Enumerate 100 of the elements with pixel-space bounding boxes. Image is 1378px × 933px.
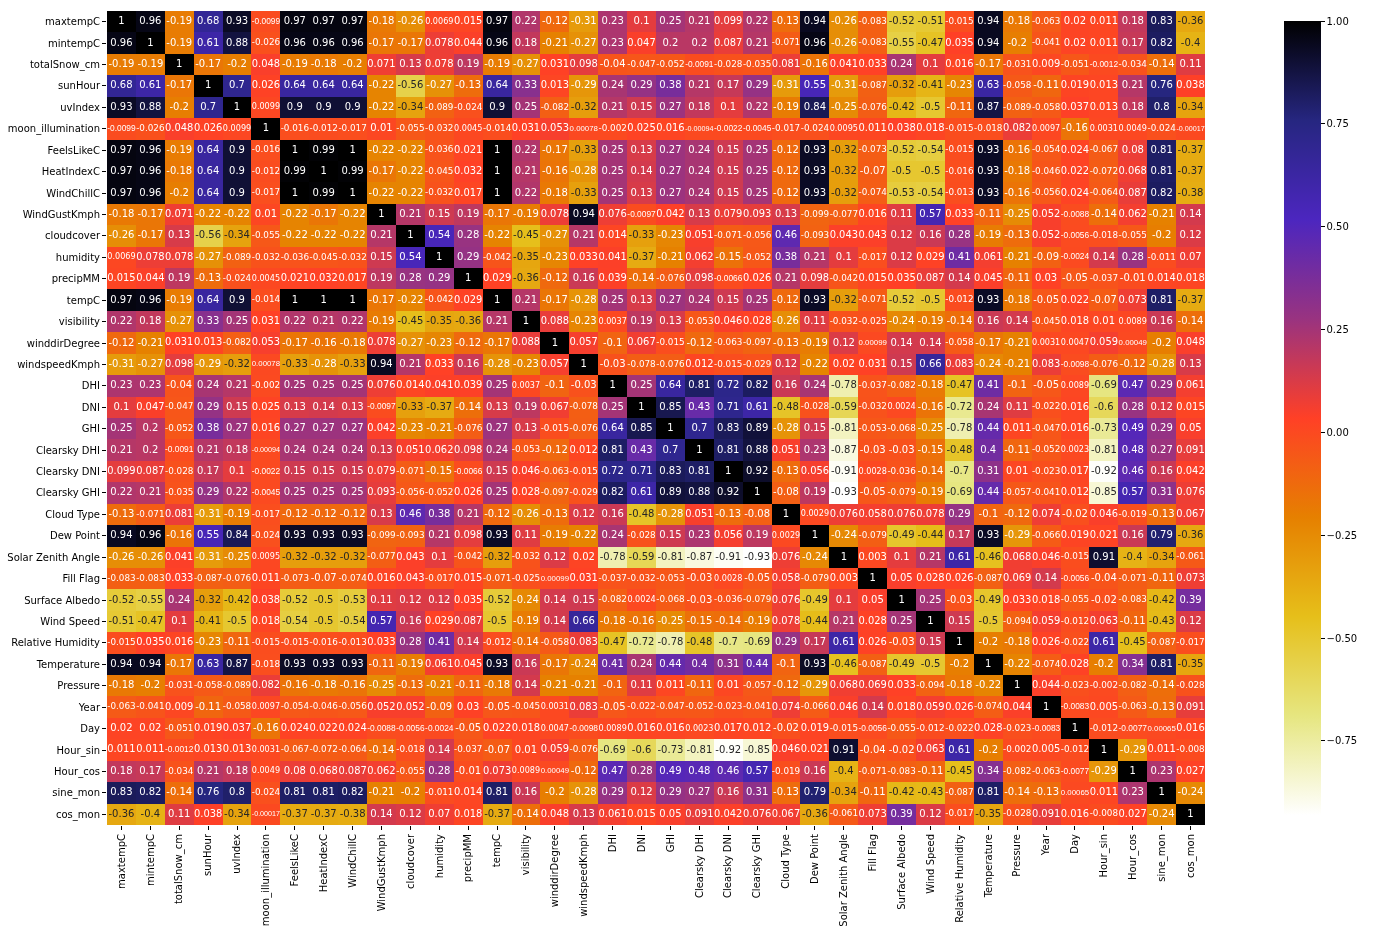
data-label: 0.16 xyxy=(774,379,798,391)
data-label: 0.048 xyxy=(540,807,570,819)
data-label: -0.2 xyxy=(400,786,421,798)
data-label: -0.31 xyxy=(570,15,597,27)
data-label: -0.013 xyxy=(945,187,974,198)
data-label: 0.48 xyxy=(688,764,711,776)
data-label: -0.22 xyxy=(801,357,828,369)
data-label: -0.031 xyxy=(165,679,194,690)
data-label: 0.19 xyxy=(457,208,480,219)
data-label: -0.045 xyxy=(1031,315,1061,326)
data-label: 0.012 xyxy=(569,443,598,455)
data-label: 0.043 xyxy=(858,229,887,241)
data-label: -0.012 xyxy=(1089,722,1119,733)
data-label: 0.031 xyxy=(511,122,541,134)
data-label: 1 xyxy=(725,465,732,477)
data-label: 0.21 xyxy=(110,443,133,455)
data-label: -0.047 xyxy=(656,701,685,712)
data-label: -0.058 xyxy=(222,701,252,712)
data-label: 0.2 xyxy=(142,422,159,434)
data-label: 0.0028 xyxy=(714,572,743,583)
data-label: 0.93 xyxy=(803,143,827,155)
data-label: 0.074 xyxy=(1031,507,1061,519)
data-label: -0.068 xyxy=(887,422,916,433)
data-label: -0.019 xyxy=(771,765,801,776)
data-label: 1 xyxy=(1042,700,1050,712)
data-label: 0.046 xyxy=(829,700,859,712)
data-label: 0.025 xyxy=(627,122,656,134)
data-label: -0.11 xyxy=(195,700,222,712)
data-label: 0.099 xyxy=(107,465,136,477)
data-label: 0.44 xyxy=(977,486,1000,498)
data-label: -0.012 xyxy=(482,637,512,648)
data-label: -0.089 xyxy=(222,679,252,690)
data-label: 0.011 xyxy=(1089,786,1119,798)
data-label: -0.087 xyxy=(1147,637,1176,648)
data-label: 0.94 xyxy=(110,529,133,541)
data-label: 0.061 xyxy=(598,807,627,819)
data-label: 0.82 xyxy=(746,379,769,391)
x-tick-label: Cloud Type xyxy=(780,834,792,889)
data-label: -0.12 xyxy=(773,165,799,177)
data-label: -0.5 xyxy=(920,100,941,112)
data-label: 0.85 xyxy=(659,400,682,412)
data-label: 1 xyxy=(667,422,674,434)
data-label: 0.003 xyxy=(858,550,887,562)
data-label: -0.11 xyxy=(224,636,250,648)
data-label: -0.045 xyxy=(511,701,541,712)
data-label: -0.35 xyxy=(513,250,539,262)
data-label: 0.17 xyxy=(1121,36,1144,48)
data-label: -0.024 xyxy=(222,272,252,283)
data-label: 0.25 xyxy=(659,15,682,27)
data-label: 0.27 xyxy=(341,422,364,434)
data-label: 0.076 xyxy=(742,807,772,819)
data-label: 0.82 xyxy=(341,786,364,798)
data-label: -0.073 xyxy=(280,572,309,583)
data-label: 0.016 xyxy=(656,722,685,734)
data-label: 0.011 xyxy=(1147,743,1176,755)
data-label: -0.0099 xyxy=(107,122,136,133)
data-label: -0.03 xyxy=(888,636,915,648)
data-label: 1 xyxy=(349,186,356,198)
data-label: 0.059 xyxy=(916,700,945,712)
data-label: 0.27 xyxy=(659,143,682,155)
data-label: 0.035 xyxy=(453,593,483,605)
data-label: -0.26 xyxy=(397,15,424,27)
data-label: -0.0056 xyxy=(1060,230,1090,241)
data-label: 0.056 xyxy=(714,529,743,541)
data-label: 0.0099 xyxy=(251,101,281,112)
data-label: 0.1 xyxy=(922,58,939,70)
data-label: 0.29 xyxy=(601,786,624,798)
data-label: -0.81 xyxy=(830,422,857,434)
data-label: -0.17 xyxy=(166,657,193,669)
data-label: -0.076 xyxy=(656,272,686,283)
data-label: -0.28 xyxy=(310,357,337,369)
data-label: -0.19 xyxy=(166,293,193,305)
data-label: -0.12 xyxy=(570,764,597,776)
data-label: 0.17 xyxy=(197,465,220,477)
data-label: -0.022 xyxy=(627,701,656,712)
data-label: 0.68 xyxy=(197,15,220,27)
data-label: 0.16 xyxy=(803,764,827,776)
data-label: -0.12 xyxy=(541,15,568,27)
data-label: 0.016 xyxy=(1060,400,1090,412)
data-label: 0.091 xyxy=(1031,807,1061,819)
data-label: -0.016 xyxy=(280,123,310,134)
y-tick-label: FeelsLikeC xyxy=(47,144,101,156)
data-label: 0.25 xyxy=(890,615,913,626)
data-label: 0.016 xyxy=(858,207,887,219)
data-label: 0.042 xyxy=(714,807,743,819)
data-label: 0.16 xyxy=(457,357,480,369)
data-label: 0.062 xyxy=(685,250,714,262)
data-label: 0.031 xyxy=(540,58,570,70)
data-label: 0.029 xyxy=(482,272,512,284)
data-label: -0.016 xyxy=(251,144,281,155)
data-label: 0.078 xyxy=(771,614,801,626)
data-label: 0.016 xyxy=(165,636,194,648)
data-label: -0.32 xyxy=(830,165,857,177)
data-label: 0.64 xyxy=(197,186,220,198)
data-label: 0.21 xyxy=(399,357,422,369)
data-label: 0.015 xyxy=(453,15,483,27)
data-label: 0.91 xyxy=(832,743,855,755)
data-label: -0.35 xyxy=(1177,657,1204,669)
data-label: -0.063 xyxy=(1118,701,1147,712)
data-label: -0.053 xyxy=(656,572,685,583)
